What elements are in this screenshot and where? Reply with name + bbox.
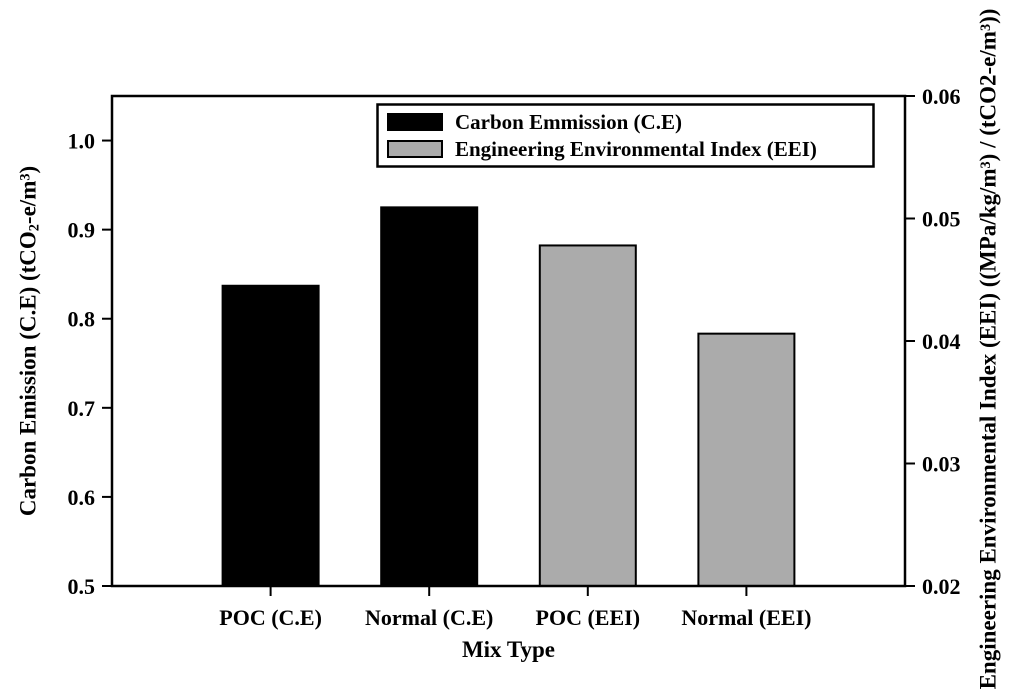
right-axis-title: Engineering Environmental Index (EEI) ((…	[975, 8, 1001, 690]
right-tick-label: 0.06	[922, 84, 961, 109]
bar-poc-c-e	[221, 284, 320, 587]
axis-title-part: ))	[975, 8, 1001, 24]
left-tick-label: 1.0	[68, 129, 96, 154]
axis-title-part: )	[15, 165, 41, 174]
left-tick-label: 0.8	[68, 307, 96, 332]
axis-title-part: ) / (tCO2-e/m	[975, 31, 1001, 162]
axis-title-part: Carbon Emission (C.E) (tCO	[15, 231, 41, 517]
axis-title-part: 3	[977, 161, 994, 169]
right-tick-label: 0.05	[922, 207, 961, 232]
x-category-label: Normal (EEI)	[681, 605, 811, 630]
x-axis-title: Mix Type	[462, 637, 555, 662]
bar-normal-eei	[697, 332, 796, 587]
legend-label: Carbon Emmission (C.E)	[455, 110, 682, 134]
axis-title-part: 2	[26, 224, 43, 232]
legend-box	[376, 103, 875, 168]
left-tick-label: 0.5	[68, 574, 96, 599]
left-tick-label: 0.9	[68, 218, 96, 243]
right-tick-label: 0.03	[922, 452, 961, 477]
axis-title-part: 3	[977, 23, 994, 32]
x-category-label: POC (EEI)	[536, 605, 641, 630]
x-category-label: Normal (C.E)	[365, 605, 493, 630]
legend-swatch	[387, 140, 443, 158]
legend-label: Engineering Environmental Index (EEI)	[455, 137, 817, 161]
bar-normal-c-e	[380, 206, 479, 587]
axis-title-part: 3	[17, 173, 34, 181]
axis-title-part: Engineering Environmental Index (EEI) ((…	[975, 168, 1001, 690]
left-tick-label: 0.6	[68, 485, 96, 510]
right-tick-label: 0.02	[922, 574, 961, 599]
x-category-label: POC (C.E)	[219, 605, 322, 630]
axis-title-part: -e/m	[15, 180, 41, 225]
right-tick-label: 0.04	[922, 329, 961, 354]
left-tick-label: 0.7	[68, 396, 96, 421]
left-axis-title: Carbon Emission (C.E) (tCO2-e/m3)	[15, 165, 43, 517]
legend-swatch	[387, 113, 443, 131]
bar-poc-eei	[538, 244, 637, 587]
